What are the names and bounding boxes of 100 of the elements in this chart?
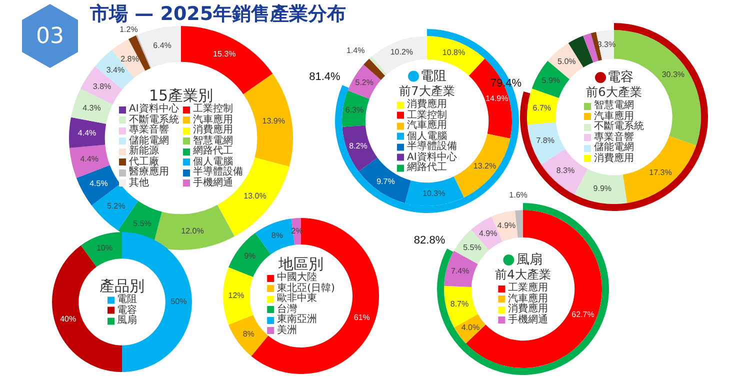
text: 15產業別 bbox=[148, 86, 214, 104]
data-label: 8% bbox=[242, 329, 254, 338]
data-label: 5.5% bbox=[133, 218, 152, 228]
text: 電阻 bbox=[420, 68, 446, 84]
data-label: 12.0% bbox=[181, 226, 204, 236]
legend-label: 歐非中東 bbox=[277, 293, 318, 304]
data-label: 10.3% bbox=[422, 189, 446, 198]
legend-label: 手機網通 bbox=[508, 314, 548, 326]
data-label: 8.7% bbox=[450, 299, 469, 308]
text: 產品別 bbox=[100, 276, 144, 295]
legend-label: 消費應用 bbox=[407, 98, 447, 110]
data-label: 12% bbox=[228, 291, 244, 300]
text: 前4大產業 bbox=[495, 268, 551, 282]
data-label: 5.5% bbox=[463, 243, 482, 252]
legend-label: 台灣 bbox=[277, 304, 298, 314]
data-label: 1.6% bbox=[509, 190, 528, 200]
data-label: 13.9% bbox=[262, 116, 285, 126]
text: 風扇 bbox=[516, 252, 542, 268]
data-label: 81.4% bbox=[309, 71, 341, 84]
data-label: 3.4% bbox=[106, 66, 125, 75]
legend-label: 美洲 bbox=[277, 324, 298, 336]
data-label: 10% bbox=[96, 243, 112, 252]
legend-label: 儲能電網 bbox=[594, 142, 634, 153]
data-label: 1.4% bbox=[346, 46, 365, 56]
data-label: 9.7% bbox=[376, 176, 395, 186]
data-label: 10.8% bbox=[442, 48, 466, 57]
data-label: 6.3% bbox=[345, 105, 364, 114]
legend-label: 消費應用 bbox=[193, 124, 233, 136]
legend-label: 不斷電系統 bbox=[129, 114, 179, 125]
legend-label: 專業音響 bbox=[129, 124, 169, 136]
data-label: 17.3% bbox=[649, 168, 672, 178]
legend-label: 東南亞洲 bbox=[277, 314, 318, 325]
legend-label: 工業控制 bbox=[193, 104, 233, 114]
legend-label: AI資料中心 bbox=[407, 151, 457, 162]
legend-label: 不斷電系統 bbox=[594, 121, 644, 132]
legend-label: 半導體設備 bbox=[407, 140, 457, 152]
data-label: 4.0% bbox=[461, 322, 480, 332]
legend-label: 電阻 bbox=[117, 294, 137, 305]
data-label: 15.3% bbox=[213, 50, 236, 59]
data-label: 4.9% bbox=[497, 221, 516, 230]
data-label: 79.4% bbox=[490, 77, 522, 90]
data-label: 50% bbox=[170, 297, 187, 306]
data-label: 62.7% bbox=[572, 310, 594, 319]
data-label: 7.4% bbox=[451, 266, 470, 276]
data-label: 4.4% bbox=[80, 154, 98, 164]
data-label: 4.4% bbox=[78, 128, 96, 138]
text: 前6大產業 bbox=[585, 85, 643, 99]
data-label: 40% bbox=[60, 314, 76, 324]
legend-label: 智慧電網 bbox=[193, 135, 233, 146]
legend-label: 半導體設備 bbox=[193, 166, 243, 178]
data-label: 8% bbox=[271, 231, 283, 240]
legend-label: 消費應用 bbox=[594, 152, 634, 164]
legend-label: 個人電腦 bbox=[407, 130, 447, 142]
data-label: 4.3% bbox=[82, 104, 101, 113]
data-label: 82.8% bbox=[414, 234, 446, 247]
text: 電容 bbox=[608, 70, 634, 85]
data-label: 13.2% bbox=[473, 161, 496, 170]
text: 市場 — 2025年銷售產業分布 bbox=[90, 2, 346, 26]
legend-label: 新能源 bbox=[129, 146, 159, 156]
data-label: 4.9% bbox=[478, 229, 498, 238]
data-label: 10.2% bbox=[390, 47, 414, 56]
legend-label: 智慧電網 bbox=[594, 100, 634, 111]
legend-label: 汽車應用 bbox=[594, 110, 634, 122]
data-label: 8.3% bbox=[556, 166, 575, 176]
legend-label: 電容 bbox=[117, 304, 137, 316]
legend-label: 其他 bbox=[129, 177, 149, 188]
legend-label: 個人電腦 bbox=[193, 156, 233, 167]
legend-label: 儲能電網 bbox=[129, 135, 169, 146]
legend-label: 網路代工 bbox=[407, 162, 447, 174]
legend-label: 汽車應用 bbox=[407, 120, 447, 131]
data-label: 13.0% bbox=[244, 191, 266, 200]
data-label: 5.2% bbox=[106, 201, 126, 210]
data-label: 2.8% bbox=[120, 54, 139, 64]
data-label: 5.9% bbox=[542, 76, 560, 86]
legend-label: 網路代工 bbox=[193, 146, 233, 156]
legend-label: 消費應用 bbox=[508, 304, 548, 314]
legend-label: 東北亞(日韓) bbox=[277, 282, 335, 294]
legend-label: 風扇 bbox=[117, 314, 137, 326]
legend-label: 代工廠 bbox=[129, 156, 159, 167]
data-label: 5.0% bbox=[558, 57, 576, 66]
data-label: 9% bbox=[244, 252, 256, 261]
legend-label: 汽車應用 bbox=[193, 114, 233, 125]
legend-label: 工業應用 bbox=[508, 282, 548, 294]
legend-label: 工業控制 bbox=[407, 109, 447, 120]
legend-label: 中國大陸 bbox=[277, 272, 318, 283]
legend-label: 汽車應用 bbox=[508, 293, 548, 304]
data-label: 14.9% bbox=[486, 94, 508, 103]
data-label: 61% bbox=[354, 313, 370, 322]
text: 前7大產業 bbox=[398, 84, 456, 98]
data-label: 8.2% bbox=[349, 142, 368, 151]
data-label: 30.3% bbox=[662, 70, 685, 80]
data-label: 9.9% bbox=[593, 184, 612, 193]
data-label: 7.8% bbox=[536, 136, 554, 145]
data-label: 3.8% bbox=[92, 82, 112, 92]
data-label: 1.2% bbox=[120, 25, 138, 34]
hexagon-badge: 03 bbox=[22, 4, 78, 68]
data-label: 6.7% bbox=[532, 103, 552, 112]
text: 地區別 bbox=[278, 255, 324, 273]
legend-label: 醫療應用 bbox=[129, 166, 169, 178]
legend-label: AI資料中心 bbox=[129, 104, 179, 114]
